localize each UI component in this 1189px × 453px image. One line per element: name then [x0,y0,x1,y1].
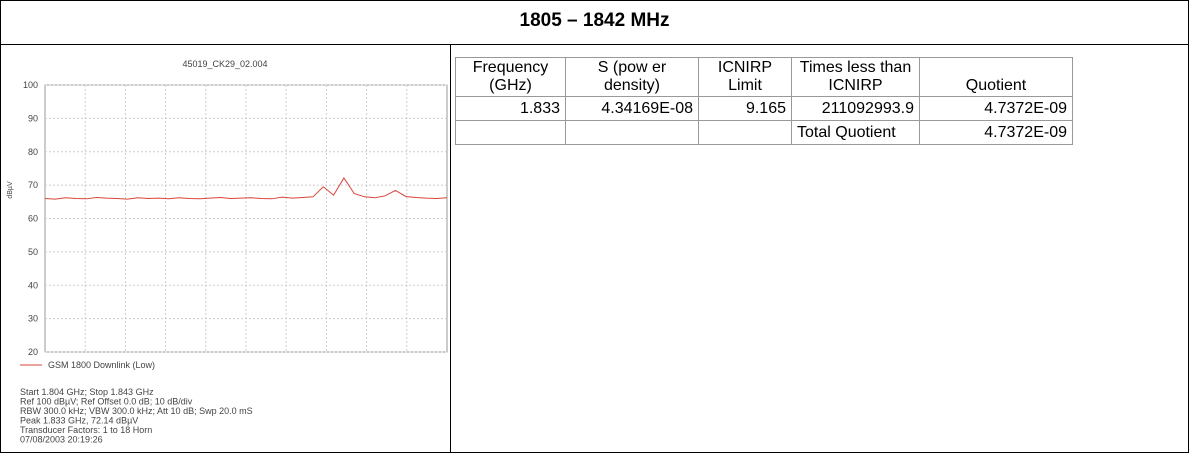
header-cell: Frequency (GHz) [455,57,566,97]
row: 1.833 4.34169E-08 9.165 211092993.9 4.7372E-… [455,96,1073,121]
cell [565,120,699,145]
note: Ref 100 dBµV; Ref Offset 0.0 dB; 10 dB/d… [20,397,193,407]
header-text: ICNIRP [828,77,883,94]
header-text: Frequency [472,59,549,76]
y-tick-label: 20 [28,347,38,357]
spectrum-chart: 45019_CK29_02.004 dBµV 20 30 40 50 60 70 80 90 1… [7,59,448,445]
header-text: S (pow er [597,59,667,76]
header-title: 1805 – 1842 MHz [0,0,1189,45]
note: Transducer Factors: 1 to 18 Horn [20,425,152,435]
header-row: Frequency (GHz) S (pow er density) ICNIRP Lim… [455,57,1073,97]
y-axis-label: dBµV [7,181,14,199]
header-cell: Quotient [919,57,1073,97]
data-table: Frequency (GHz) S (pow er density) ICNIRP Lim… [455,57,1073,145]
y-tick-label: 60 [28,214,38,224]
header-text: Quotient [965,77,1027,94]
cell: Total Quotient [791,120,920,145]
cell: 9.165 [698,96,792,121]
note: RBW 300.0 kHz; VBW 300.0 kHz; Att 10 dB;… [20,406,253,416]
header-cell: Times less than ICNIRP [791,57,920,97]
divider [450,45,451,453]
legend-label: GSM 1800 Downlink (Low) [48,360,155,370]
header-text: ICNIRP [717,59,773,76]
cell: 4.7372E-09 [919,120,1073,145]
row: Total Quotient 4.7372E-09 [455,120,1073,145]
header-cell: S (pow er density) [565,57,699,97]
header-text: Times less than [799,59,912,76]
y-tick-label: 40 [28,280,38,290]
y-tick-label: 80 [28,147,38,157]
header-text: Limit [728,77,762,94]
y-tick-label: 100 [23,80,38,90]
note: Peak 1.833 GHz, 72.14 dBµV [20,416,138,426]
y-tick-label: 50 [28,247,38,257]
note: 07/08/2003 20:19:26 [20,435,103,445]
cell [455,120,566,145]
note: Start 1.804 GHz; Stop 1.843 GHz [20,387,154,397]
cell: 4.7372E-09 [919,96,1073,121]
header-cell: ICNIRP Limit [698,57,792,97]
header-text: density) [603,77,661,94]
trace [44,177,448,200]
y-tick-label: 90 [28,113,38,123]
cell: 4.34169E-08 [565,96,699,121]
cell: 211092993.9 [791,96,920,121]
chart-title: 45019_CK29_02.004 [182,59,267,69]
cell [698,120,792,145]
header-text: (GHz) [489,77,532,94]
y-tick-label: 30 [28,314,38,324]
cell: 1.833 [455,96,566,121]
y-tick-label: 70 [28,180,38,190]
